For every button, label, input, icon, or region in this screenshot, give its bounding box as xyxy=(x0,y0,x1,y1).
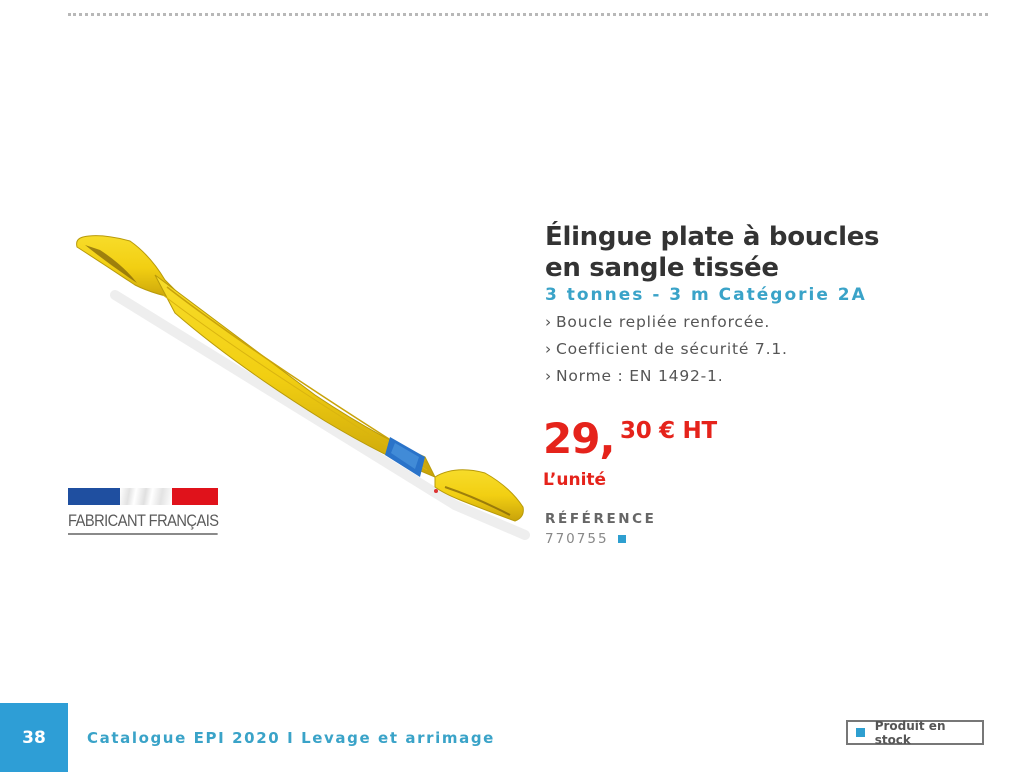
chevron-right-icon: › xyxy=(545,367,552,385)
feature-text: Coefficient de sécurité 7.1. xyxy=(556,340,788,358)
chevron-right-icon: › xyxy=(545,340,552,358)
price-block: 29, 30 € HT L’unité xyxy=(543,412,763,492)
page-number-tab: 38 xyxy=(0,703,68,772)
feature-item: › Boucle repliée renforcée. xyxy=(545,309,945,336)
feature-text: Boucle repliée renforcée. xyxy=(556,313,771,331)
product-title-line2: en sangle tissée xyxy=(545,253,779,283)
feature-text: Norme : EN 1492-1. xyxy=(556,367,724,385)
flag-red-band xyxy=(172,488,218,505)
product-title-line1: Élingue plate à boucles xyxy=(545,222,880,252)
feature-item: › Coefficient de sécurité 7.1. xyxy=(545,336,945,363)
product-info: Élingue plate à boucles en sangle tissée… xyxy=(545,222,945,390)
flag-blue-band xyxy=(68,488,120,505)
sling-illustration xyxy=(76,235,530,540)
feature-item: › Norme : EN 1492-1. xyxy=(545,363,945,390)
price-integer: 29, xyxy=(543,414,615,463)
footer-section-title: Catalogue EPI 2020 I Levage et arrimage xyxy=(87,729,495,747)
feature-list: › Boucle repliée renforcée. › Coefficient … xyxy=(545,309,945,390)
stock-square-icon xyxy=(856,728,865,737)
price-decimal: 30 € HT xyxy=(620,418,717,444)
stock-legend-badge: Produit en stock xyxy=(846,718,984,747)
in-stock-square-icon xyxy=(617,535,626,543)
stock-label: Produit en stock xyxy=(874,718,946,747)
reference-value-row: 770755 xyxy=(545,531,657,547)
chevron-right-icon: › xyxy=(545,313,552,331)
product-image-sling xyxy=(55,225,535,555)
product-title: Élingue plate à boucles en sangle tissée xyxy=(545,222,945,284)
product-subtitle: 3 tonnes - 3 m Catégorie 2A xyxy=(545,285,867,305)
flag-white-band xyxy=(120,488,172,505)
top-dotted-rule xyxy=(68,13,988,16)
reference-value: 770755 xyxy=(545,531,609,547)
reference-label: RÉFÉRENCE xyxy=(545,511,657,527)
made-in-label: FABRICANT FRANÇAIS xyxy=(68,511,219,535)
made-in-france-badge: FABRICANT FRANÇAIS xyxy=(68,488,219,535)
reference-block: RÉFÉRENCE 770755 xyxy=(545,511,657,547)
french-flag-icon xyxy=(68,488,218,505)
page-number: 38 xyxy=(22,727,46,748)
price-unit: L’unité xyxy=(543,470,607,490)
